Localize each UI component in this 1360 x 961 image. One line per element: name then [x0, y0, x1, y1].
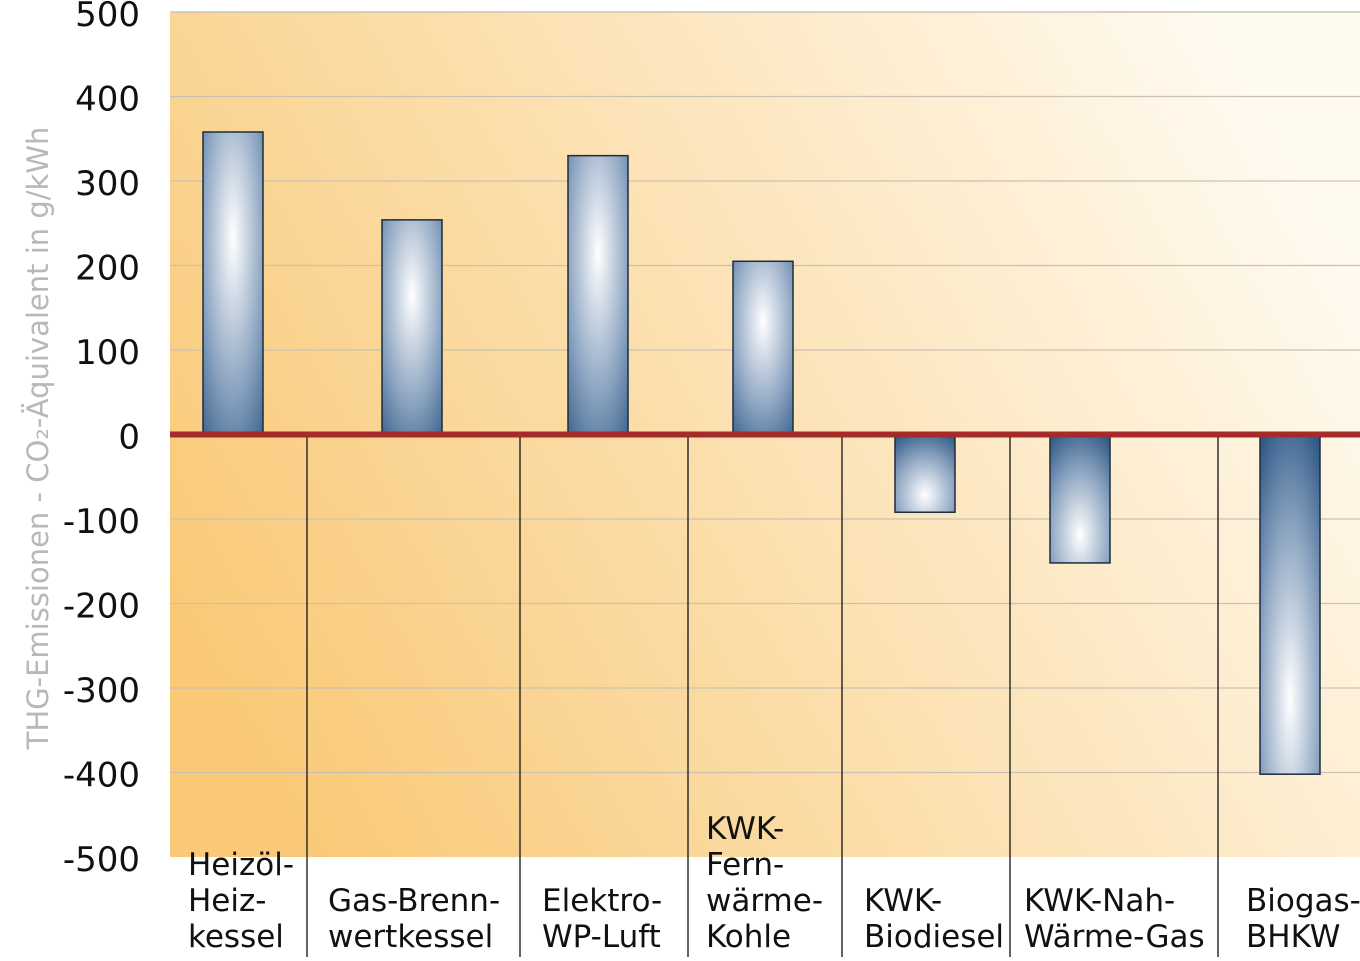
bar	[381, 219, 443, 436]
x-category-label: KWK-Nah-Wärme-Gas	[1024, 883, 1205, 955]
x-category-label-line: Elektro-	[542, 883, 662, 919]
y-tick-labels: 500 400 300 200 100 0 -100 -200 -300 -400 -500	[63, 0, 140, 880]
x-category-label-line: WP-Luft	[542, 919, 661, 955]
y-tick-label: 200	[75, 249, 140, 289]
x-category-label-line: BHKW	[1246, 919, 1340, 955]
x-category-label-line: KWK-	[864, 883, 942, 919]
x-category-label-line: Biogas-	[1246, 883, 1360, 919]
y-tick-label: -400	[63, 756, 140, 796]
x-category-label: Elektro-WP-Luft	[542, 883, 662, 955]
y-tick-label: -100	[63, 502, 140, 542]
gridlines	[170, 11, 1360, 774]
x-category-label-line: Gas-Brenn-	[328, 883, 500, 919]
x-category-label-line: KWK-	[706, 811, 784, 847]
y-tick-label: 300	[75, 164, 140, 204]
x-category-label: Gas-Brenn-wertkessel	[328, 883, 500, 955]
y-tick-label: -300	[63, 671, 140, 711]
x-category-label-line: KWK-Nah-	[1024, 883, 1175, 919]
y-tick-label: 400	[75, 80, 140, 120]
bars	[202, 131, 1321, 775]
x-category-label-line: Biodiesel	[864, 919, 1004, 955]
bar	[202, 131, 264, 436]
y-tick-label: 500	[75, 0, 140, 35]
y-axis-label: THG-Emissionen - CO₂-Äquivalent in g/kWh	[21, 127, 55, 751]
x-category-label: Heizöl-Heiz-kessel	[188, 847, 294, 955]
x-category-label: KWK-Biodiesel	[864, 883, 1004, 955]
x-category-labels: Heizöl-Heiz-kessel Gas-Brenn-wertkessel El…	[188, 811, 1360, 955]
x-category-label-line: Heiz-	[188, 883, 266, 919]
x-category-label-line: Kohle	[706, 919, 791, 955]
x-category-label: KWK-Fern-wärme-Kohle	[706, 811, 823, 955]
x-category-label-line: Heizöl-	[188, 847, 294, 883]
y-tick-label: 0	[118, 418, 140, 458]
x-category-label-line: Fern-	[706, 847, 784, 883]
bar	[567, 154, 629, 436]
x-category-label-line: wärme-	[706, 883, 823, 919]
x-category-label-line: wertkessel	[328, 919, 493, 955]
x-category-label-line: Wärme-Gas	[1024, 919, 1205, 955]
bar	[1259, 433, 1321, 775]
bar	[894, 433, 956, 513]
y-tick-label: 100	[75, 333, 140, 373]
bar	[732, 260, 794, 436]
y-tick-label: -200	[63, 587, 140, 627]
y-tick-label: -500	[63, 840, 140, 880]
bar	[1049, 433, 1111, 564]
category-separators	[306, 434, 1219, 957]
x-category-label-line: kessel	[188, 919, 284, 955]
x-category-label: Biogas-BHKW	[1246, 883, 1360, 955]
